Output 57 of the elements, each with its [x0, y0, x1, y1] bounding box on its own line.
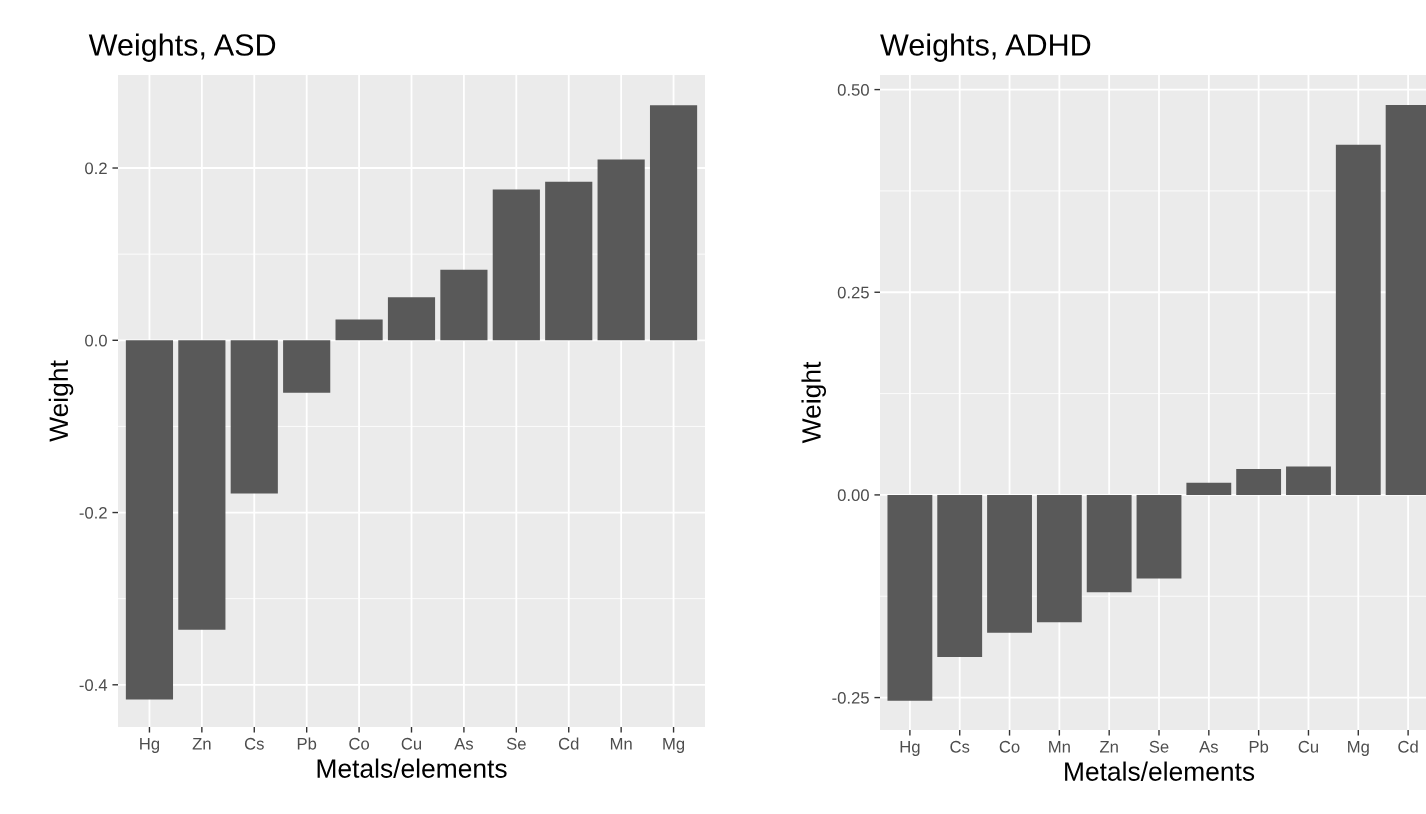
x-tick-label: Zn: [192, 738, 211, 750]
chart-title: Weights, ADHD: [880, 33, 1091, 62]
bar: [649, 105, 698, 341]
x-axis-title: Metals/elements: [317, 758, 507, 778]
bar: [597, 159, 645, 341]
bar: [335, 319, 383, 341]
x-tick-label: As: [454, 738, 474, 750]
bar: [1086, 494, 1132, 593]
x-tick-label: Cs: [950, 740, 970, 753]
bar: [440, 269, 488, 341]
x-tick-label: Cu: [401, 737, 422, 750]
y-axis-title: Weight: [801, 361, 827, 444]
x-tick-label: Hg: [140, 738, 160, 753]
y-axis-title: Weight: [48, 360, 74, 442]
bar: [283, 340, 331, 393]
x-tick-label: Mg: [1348, 741, 1369, 756]
y-tick-label: 0.0: [85, 334, 107, 347]
x-tick-label: Mn: [610, 738, 632, 750]
x-tick-label: Pb: [297, 737, 317, 750]
x-tick-label: Se: [1149, 740, 1169, 753]
bar: [1286, 466, 1331, 495]
x-tick-label: Cs: [244, 737, 264, 750]
y-tick-label: 0.00: [837, 489, 869, 502]
x-axis-title: Metals/elements: [1065, 761, 1255, 781]
y-tick-label: 0.2: [85, 162, 107, 175]
x-tick-label: Zn: [1099, 741, 1118, 753]
bar: [387, 297, 436, 341]
bar: [937, 494, 983, 658]
x-tick-label: Co: [999, 740, 1020, 753]
bar: [1236, 468, 1282, 495]
x-tick-label: Cu: [1298, 740, 1319, 753]
bar: [1036, 494, 1082, 623]
x-tick-label: As: [1199, 741, 1218, 753]
x-tick-label: Co: [349, 737, 370, 750]
x-tick-label: Hg: [900, 741, 920, 756]
bar: [545, 181, 593, 341]
x-tick-label: Cd: [1398, 740, 1418, 753]
bar: [1136, 494, 1182, 579]
chart-title: Weights, ASD: [88, 33, 276, 62]
y-tick-label: 0.25: [837, 286, 869, 299]
y-tick-label: 0.50: [837, 83, 869, 96]
x-tick-label: Cd: [558, 737, 579, 750]
x-tick-label: Mn: [1049, 741, 1070, 753]
bar: [492, 189, 540, 341]
y-tick-label: -0.4: [79, 679, 108, 691]
y-tick-label: -0.25: [832, 691, 869, 704]
bar: [230, 340, 278, 494]
bar: [125, 340, 174, 700]
bar: [887, 494, 933, 701]
bar: [1335, 144, 1381, 495]
bar: [987, 494, 1032, 633]
bar: [178, 340, 226, 630]
x-tick-label: Mg: [663, 738, 685, 753]
bar: [1186, 482, 1232, 495]
y-tick-label: -0.2: [79, 506, 107, 519]
x-tick-label: Pb: [1249, 740, 1269, 753]
x-tick-label: Se: [506, 737, 526, 750]
